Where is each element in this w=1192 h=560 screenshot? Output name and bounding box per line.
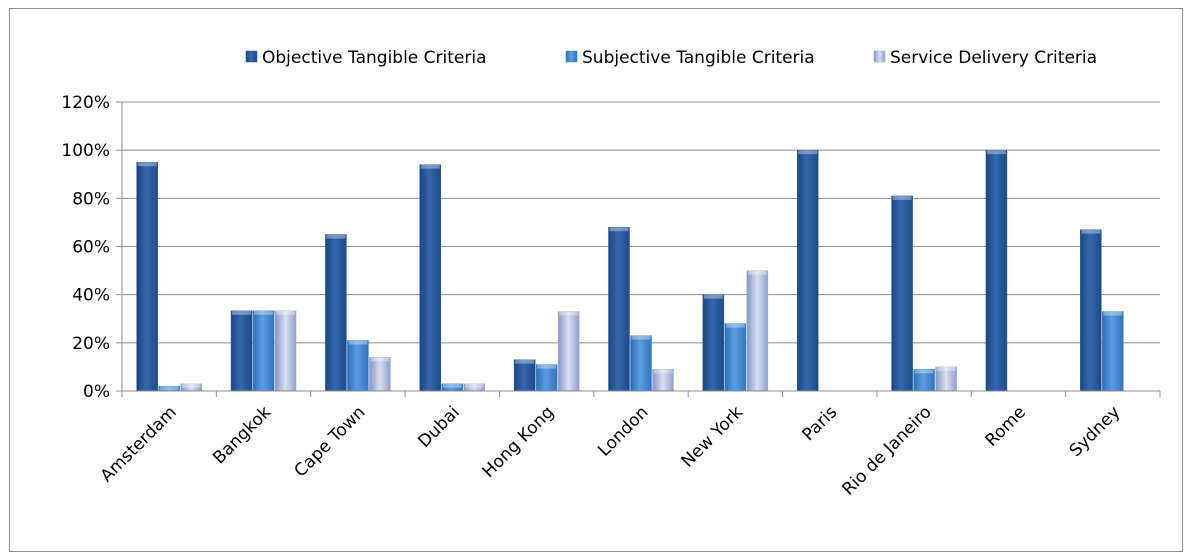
- bar-0-6: [702, 294, 725, 392]
- bar-1-10: [1102, 311, 1124, 392]
- bar-1-5: [630, 335, 652, 392]
- bar-highlight: [159, 386, 179, 391]
- legend-swatch: [565, 50, 578, 63]
- x-category-label: Rio de Janeiro: [838, 402, 935, 499]
- bar-0-4: [513, 359, 536, 392]
- bar-1-1: [252, 310, 275, 392]
- bar-highlight: [181, 383, 201, 388]
- x-category-label: Bangkok: [209, 402, 275, 468]
- y-tick-label: 80%: [72, 189, 110, 209]
- bar-highlight: [936, 366, 956, 371]
- y-tick-label: 100%: [61, 141, 110, 161]
- bar-2-1: [274, 310, 297, 392]
- x-category-label: Rome: [982, 402, 1030, 450]
- legend-swatch: [873, 50, 886, 63]
- bar-0-2: [325, 234, 347, 392]
- bar-highlight: [537, 364, 557, 369]
- bar-highlight: [609, 227, 629, 232]
- y-tick-label: 40%: [72, 286, 110, 306]
- y-tick-label: 20%: [72, 334, 110, 354]
- bar-highlight: [370, 357, 390, 362]
- bar-2-4: [557, 311, 580, 392]
- bar-0-9: [985, 149, 1008, 392]
- bar-highlight: [747, 270, 767, 275]
- bar-highlight: [442, 383, 462, 388]
- bar-highlight: [420, 164, 440, 169]
- x-category-label: London: [594, 402, 652, 460]
- legend-label: Subjective Tangible Criteria: [582, 48, 815, 68]
- y-tick-label: 0%: [83, 382, 110, 402]
- bar-highlight: [515, 359, 535, 364]
- bar-0-10: [1080, 229, 1102, 392]
- x-category-label: New York: [678, 402, 747, 471]
- bar-highlight: [1081, 229, 1101, 234]
- bar-0-3: [419, 164, 442, 392]
- x-category-label: Cape Town: [291, 402, 370, 481]
- bar-highlight: [326, 234, 346, 239]
- bar-highlight: [986, 150, 1006, 155]
- bar-1-2: [347, 340, 369, 392]
- bar-0-7: [796, 149, 819, 392]
- bar-highlight: [232, 310, 252, 315]
- legend-swatch: [245, 50, 258, 63]
- legend-label: Service Delivery Criteria: [890, 48, 1097, 68]
- bar-highlight: [798, 150, 818, 155]
- bar-1-6: [724, 323, 747, 392]
- legend-label: Objective Tangible Criteria: [262, 48, 487, 68]
- bar-2-2: [369, 357, 391, 392]
- bar-highlight: [653, 369, 673, 374]
- bar-0-1: [230, 310, 253, 392]
- bar-highlight: [276, 310, 296, 315]
- bar-0-0: [136, 161, 158, 392]
- x-category-label: Amsterdam: [97, 402, 181, 486]
- bar-highlight: [348, 340, 368, 345]
- x-category-label: Dubai: [414, 402, 463, 451]
- bar-highlight: [631, 335, 651, 340]
- bar-highlight: [1103, 311, 1123, 316]
- bar-2-6: [746, 270, 769, 392]
- bar-highlight: [914, 369, 934, 374]
- bar-highlight: [254, 310, 274, 315]
- bar-highlight: [703, 294, 723, 299]
- bar-highlight: [725, 323, 745, 328]
- bar-highlight: [137, 162, 157, 167]
- bar-0-8: [891, 195, 913, 392]
- bar-highlight: [464, 383, 484, 388]
- bar-highlight: [892, 195, 912, 200]
- y-tick-label: 120%: [61, 93, 110, 113]
- bar-0-5: [608, 226, 630, 392]
- x-category-label: Sydney: [1066, 402, 1125, 461]
- bar-highlight: [559, 311, 579, 316]
- y-tick-label: 60%: [72, 238, 110, 258]
- x-category-label: Hong Kong: [479, 402, 558, 481]
- x-category-label: Paris: [798, 402, 841, 445]
